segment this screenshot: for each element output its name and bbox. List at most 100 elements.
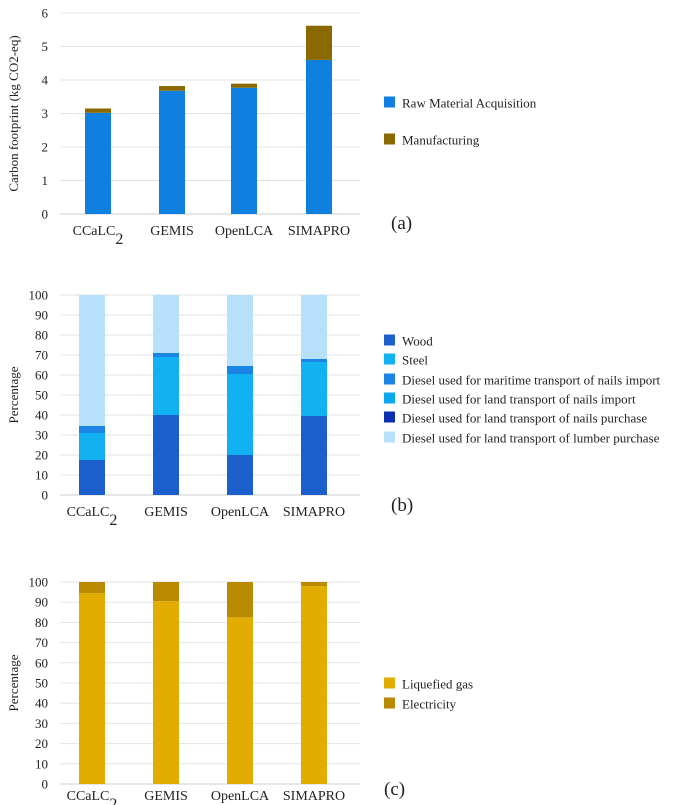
panel-label: (a) [391, 213, 412, 234]
legend-swatch [384, 334, 395, 346]
y-tick-label: 4 [42, 73, 49, 88]
y-tick-label: 50 [35, 676, 48, 691]
y-tick-label: 30 [35, 428, 48, 443]
legend-label: Liquefied gas [402, 677, 473, 692]
y-tick-label: 0 [42, 488, 49, 503]
legend-item: Steel [384, 353, 428, 368]
y-tick-label: 90 [35, 308, 48, 323]
y-axis-label: Carbon footprint (kg CO2-eq) [6, 35, 21, 191]
bar-segment [153, 353, 179, 357]
legend-swatch [384, 392, 395, 404]
legend-label: Wood [402, 334, 433, 349]
bar-segment [231, 83, 257, 88]
legend-swatch [384, 353, 395, 365]
y-tick-label: 40 [35, 408, 48, 423]
legend-swatch [384, 96, 395, 108]
legend-item: Manufacturing [384, 133, 480, 148]
legend-label: Diesel used for land transport of nails … [402, 392, 636, 407]
bar-segment [153, 601, 179, 784]
legend-swatch [384, 431, 395, 443]
x-category-label: OpenLCA [211, 789, 270, 804]
legend-label: Raw Material Acquisition [402, 96, 537, 111]
bar-segment [301, 362, 327, 416]
x-category-label: GEMIS [144, 789, 188, 804]
bar-segment [227, 582, 253, 618]
bar-segment [227, 374, 253, 455]
y-tick-label: 6 [42, 6, 49, 21]
x-category-label: SIMAPRO [283, 505, 345, 520]
y-tick-label: 80 [35, 328, 48, 343]
x-category-label: OpenLCA [215, 224, 274, 239]
chart-panel-b: 0 10 20 30 40 50 60 70 80 90 100 Percentage CCaLC2 GE… [6, 288, 661, 529]
panel-label: (c) [384, 779, 405, 800]
y-tick-label: 10 [35, 756, 48, 771]
bar-segment [79, 426, 105, 433]
y-tick-label: 1 [42, 173, 49, 188]
y-tick-label: 0 [42, 207, 49, 222]
bar-segment [227, 617, 253, 784]
legend-label: Electricity [402, 697, 457, 712]
y-tick-label: 20 [35, 448, 48, 463]
y-tick-label: 90 [35, 595, 48, 610]
bar-segment [153, 415, 179, 495]
x-category-label: GEMIS [144, 505, 188, 520]
bar-segment [231, 87, 257, 214]
x-category-label: SIMAPRO [283, 789, 345, 804]
bar-segment [301, 586, 327, 784]
legend-item: Diesel used for land transport of nails … [384, 392, 636, 407]
bar-segment [79, 593, 105, 784]
bar-segment [301, 416, 327, 495]
bar-segment [153, 582, 179, 602]
y-tick-label: 0 [42, 777, 49, 792]
y-tick-label: 40 [35, 696, 48, 711]
bar-segment [306, 25, 332, 60]
bar-segment [79, 433, 105, 460]
bar-segment [159, 86, 185, 91]
x-category-label: CCaLC2 [67, 789, 118, 805]
y-tick-label: 20 [35, 736, 48, 751]
bar-segment [301, 582, 327, 587]
legend-label: Diesel used for land transport of lumber… [402, 431, 660, 446]
legend-item: Raw Material Acquisition [384, 96, 537, 111]
legend-swatch [384, 133, 395, 145]
bar-segment [159, 90, 185, 214]
y-tick-label: 10 [35, 468, 48, 483]
bar-segment [79, 295, 105, 426]
y-tick-label: 60 [35, 368, 48, 383]
x-category-label: SIMAPRO [288, 224, 350, 239]
bar-segment [79, 460, 105, 495]
bar-segment [227, 366, 253, 374]
legend-item: Liquefied gas [384, 677, 473, 692]
panel-label: (b) [391, 495, 413, 516]
x-category-label: CCaLC2 [73, 224, 124, 248]
y-tick-label: 100 [29, 575, 49, 590]
y-tick-label: 100 [29, 288, 49, 303]
y-tick-label: 60 [35, 655, 48, 670]
bar-segment [153, 357, 179, 415]
bar-segment [301, 295, 327, 359]
bar-segment [85, 112, 111, 214]
x-category-label: OpenLCA [211, 505, 270, 520]
bar-segment [227, 455, 253, 495]
legend-swatch [384, 411, 395, 423]
bar-segment [79, 582, 105, 594]
legend-item: Wood [384, 334, 433, 349]
x-category-label: CCaLC2 [67, 505, 118, 529]
legend-swatch [384, 677, 395, 689]
bar-segment [227, 295, 253, 366]
legend-label: Steel [402, 353, 428, 368]
y-tick-label: 5 [42, 39, 49, 54]
legend-label: Diesel used for land transport of nails … [402, 411, 647, 426]
y-axis-label: Percentage [6, 366, 21, 423]
y-axis-label: Percentage [6, 654, 21, 711]
bar-segment [301, 359, 327, 362]
legend-swatch [384, 373, 395, 385]
chart-panel-a: 0 1 2 3 4 5 6 Carbon footprint (kg CO2-eq) CCaLC… [6, 6, 537, 248]
y-tick-label: 2 [42, 140, 49, 155]
y-tick-label: 30 [35, 716, 48, 731]
bar-segment [306, 59, 332, 215]
y-tick-label: 50 [35, 388, 48, 403]
legend-item: Electricity [384, 697, 457, 712]
legend-item: Diesel used for land transport of lumber… [384, 431, 660, 446]
